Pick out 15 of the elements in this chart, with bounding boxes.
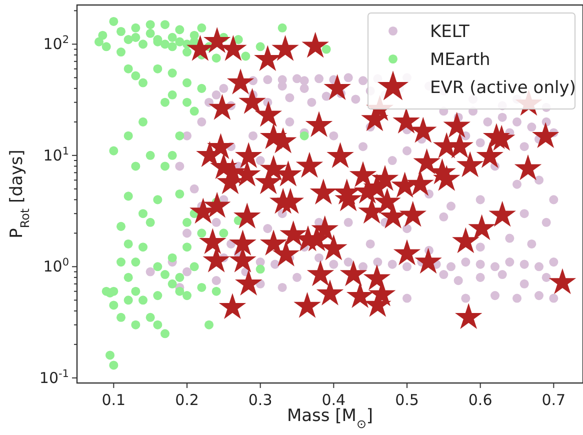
y-tick-label: 10$^{-1}$ — [39, 368, 69, 387]
y-tick-label: 10$^{0}$ — [43, 256, 69, 276]
x-tick-label: 0.6 — [468, 391, 492, 409]
x-tick-label: 0.2 — [175, 391, 199, 409]
y-tick-label: 10$^{1}$ — [43, 145, 69, 164]
x-tick-label: 0.4 — [322, 391, 346, 409]
y-tick-label: 10$^{2}$ — [43, 34, 69, 54]
x-tick-label: 0.7 — [542, 391, 566, 409]
legend-label: MEarth — [430, 50, 490, 70]
x-tick-label: 0.5 — [395, 391, 419, 409]
legend-label: KELT — [430, 22, 470, 42]
x-tick-label: 0.3 — [248, 391, 272, 409]
x-tick-label: 0.1 — [102, 391, 126, 409]
legend-label: EVR (active only) — [430, 78, 576, 98]
x-axis-title: Mass [M$_{⊙}$] — [286, 406, 374, 431]
